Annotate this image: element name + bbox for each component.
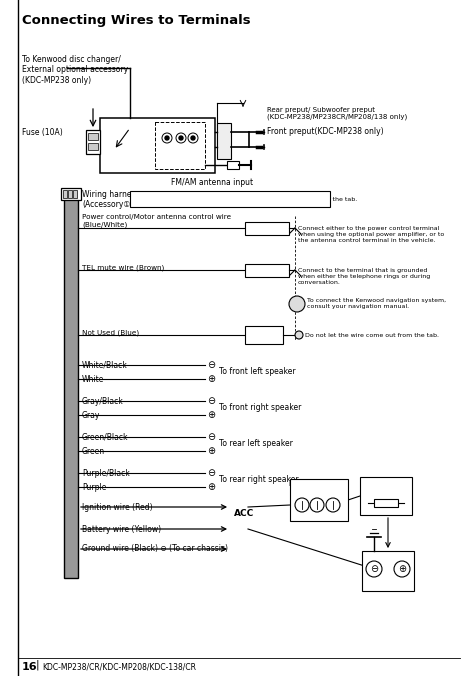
Text: Connect to the terminal that is grounded
when either the telephone rings or duri: Connect to the terminal that is grounded… bbox=[298, 268, 430, 285]
Text: To rear left speaker: To rear left speaker bbox=[219, 439, 293, 448]
Text: To Kenwood disc changer/
External optional accessory
(KDC-MP238 only): To Kenwood disc changer/ External option… bbox=[22, 55, 128, 84]
Text: ⊖: ⊖ bbox=[370, 564, 378, 574]
Bar bbox=[155, 122, 205, 169]
Text: White: White bbox=[82, 375, 104, 383]
Circle shape bbox=[289, 296, 305, 312]
Circle shape bbox=[310, 498, 324, 512]
Text: Green: Green bbox=[82, 447, 105, 456]
Text: Purple: Purple bbox=[82, 483, 106, 491]
Bar bbox=[374, 499, 398, 507]
Text: Ignition key switch: Ignition key switch bbox=[290, 482, 348, 487]
Bar bbox=[217, 123, 231, 159]
Text: Fuse (10A): Fuse (10A) bbox=[22, 128, 63, 137]
Text: Green/Black: Green/Black bbox=[82, 433, 128, 441]
Text: KDC-MP238/CR/KDC-MP208/KDC-138/CR: KDC-MP238/CR/KDC-MP208/KDC-138/CR bbox=[42, 662, 196, 671]
Text: If no connections are made, do not let the wire come out from the tab.: If no connections are made, do not let t… bbox=[134, 197, 357, 201]
Text: To rear right speaker: To rear right speaker bbox=[219, 475, 299, 485]
Text: |: | bbox=[36, 659, 40, 669]
Circle shape bbox=[191, 136, 195, 140]
Circle shape bbox=[394, 561, 410, 577]
Text: Ground wire (Black) ⊖ (To car chassis): Ground wire (Black) ⊖ (To car chassis) bbox=[82, 544, 228, 554]
Bar bbox=[245, 222, 289, 235]
Text: ACC: ACC bbox=[234, 509, 254, 518]
Text: ⊕: ⊕ bbox=[398, 564, 406, 574]
Bar bbox=[63, 190, 67, 198]
Circle shape bbox=[165, 136, 169, 140]
Circle shape bbox=[326, 498, 340, 512]
Text: Connecting Wires to Terminals: Connecting Wires to Terminals bbox=[22, 14, 251, 27]
Circle shape bbox=[366, 561, 382, 577]
Text: ⊕: ⊕ bbox=[207, 482, 215, 492]
Text: FM/AM antenna input: FM/AM antenna input bbox=[171, 178, 253, 187]
Text: ⊕: ⊕ bbox=[207, 410, 215, 420]
Text: ⊕: ⊕ bbox=[207, 446, 215, 456]
Text: NP: NP bbox=[293, 301, 301, 306]
Text: Gray: Gray bbox=[82, 410, 100, 420]
Text: ⊖: ⊖ bbox=[207, 468, 215, 478]
Bar bbox=[86, 130, 100, 154]
Text: Car fuse box
(Main fuse): Car fuse box (Main fuse) bbox=[366, 480, 406, 491]
Text: Rear preput/ Subwoofer preput
(KDC-MP238/MP238CR/MP208/138 only): Rear preput/ Subwoofer preput (KDC-MP238… bbox=[267, 107, 407, 120]
Bar bbox=[88, 133, 98, 140]
Bar bbox=[227, 161, 239, 169]
Circle shape bbox=[295, 331, 303, 339]
Text: Power control/Motor antenna control wire
(Blue/White): Power control/Motor antenna control wire… bbox=[82, 214, 231, 228]
Text: Purple/Black: Purple/Black bbox=[82, 468, 130, 477]
Text: ⊖: ⊖ bbox=[207, 360, 215, 370]
Text: Gray/Black: Gray/Black bbox=[82, 397, 124, 406]
Text: To front left speaker: To front left speaker bbox=[219, 368, 296, 377]
Bar bbox=[100, 118, 215, 173]
Bar bbox=[362, 551, 414, 591]
Text: Front preput(KDC-MP238 only): Front preput(KDC-MP238 only) bbox=[267, 127, 383, 136]
Text: Not Used (Blue): Not Used (Blue) bbox=[82, 330, 139, 336]
Bar bbox=[61, 188, 81, 200]
Bar bbox=[360, 477, 412, 515]
Text: 16: 16 bbox=[22, 662, 37, 672]
Text: Do not let the wire come out from the tab.: Do not let the wire come out from the ta… bbox=[305, 333, 439, 338]
Bar bbox=[245, 326, 283, 344]
Bar bbox=[130, 191, 330, 207]
Text: P.CONT: P.CONT bbox=[251, 224, 283, 233]
Text: Battery: Battery bbox=[375, 579, 401, 585]
Text: Connect either to the power control terminal
when using the optional power ampli: Connect either to the power control term… bbox=[298, 226, 444, 243]
Bar bbox=[64, 196, 78, 578]
Circle shape bbox=[179, 136, 183, 140]
Text: Wiring harness
(Accessory①): Wiring harness (Accessory①) bbox=[82, 190, 139, 210]
Text: ⊖: ⊖ bbox=[207, 432, 215, 442]
Text: White/Black: White/Black bbox=[82, 360, 128, 370]
Text: Ignition wire (Red): Ignition wire (Red) bbox=[82, 502, 153, 512]
Text: To front right speaker: To front right speaker bbox=[219, 404, 301, 412]
Bar bbox=[245, 264, 289, 277]
Text: ⊖: ⊖ bbox=[207, 396, 215, 406]
Text: To connect the Kenwood navigation system,
consult your navigation manual.: To connect the Kenwood navigation system… bbox=[307, 298, 446, 309]
Text: TEL mute wire (Brown): TEL mute wire (Brown) bbox=[82, 265, 164, 271]
Bar bbox=[88, 143, 98, 150]
Text: MUTE: MUTE bbox=[255, 266, 279, 275]
Bar bbox=[68, 190, 72, 198]
Text: Battery wire (Yellow): Battery wire (Yellow) bbox=[82, 525, 161, 533]
Bar bbox=[290, 479, 348, 521]
Circle shape bbox=[295, 498, 309, 512]
Bar bbox=[73, 190, 77, 198]
Text: ANT.
CONT: ANT. CONT bbox=[255, 331, 273, 341]
Text: ⊕: ⊕ bbox=[207, 374, 215, 384]
